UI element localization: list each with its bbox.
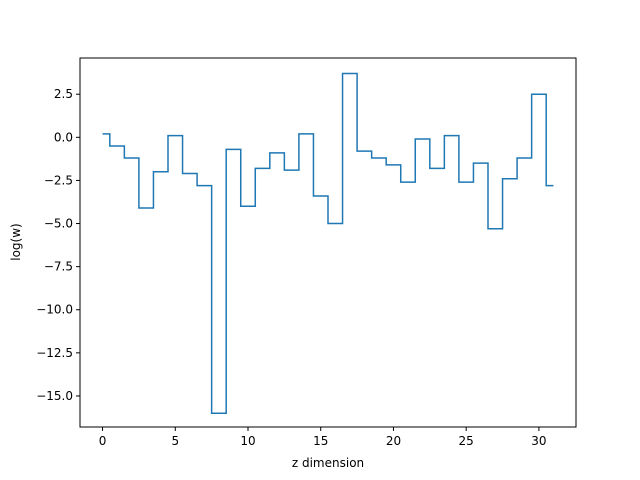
x-tick-label: 15 [313, 434, 328, 448]
x-tick-label: 10 [240, 434, 255, 448]
y-tick-label: 0.0 [54, 130, 73, 144]
y-tick-label: −10.0 [36, 303, 73, 317]
x-tick-label: 0 [99, 434, 107, 448]
y-tick-label: −2.5 [44, 173, 73, 187]
y-tick-label: 2.5 [54, 87, 73, 101]
x-tick-label: 30 [531, 434, 546, 448]
x-tick-label: 20 [386, 434, 401, 448]
y-tick-label: −12.5 [36, 346, 73, 360]
x-tick-label: 25 [459, 434, 474, 448]
x-axis-label: z dimension [292, 456, 364, 470]
x-tick-label: 5 [171, 434, 179, 448]
y-axis-label: log(w) [9, 223, 23, 260]
y-tick-label: −15.0 [36, 389, 73, 403]
y-tick-label: −7.5 [44, 260, 73, 274]
y-tick-label: −5.0 [44, 217, 73, 231]
y-axis: 2.5 0.0 −2.5 −5.0 −7.5 −10.0 −12.5 −15.0 [36, 87, 80, 403]
series-layer [102, 72, 554, 414]
plot-frame [79, 57, 577, 428]
x-axis: 0 5 10 15 20 25 30 [99, 427, 547, 448]
series-line [102, 72, 554, 414]
